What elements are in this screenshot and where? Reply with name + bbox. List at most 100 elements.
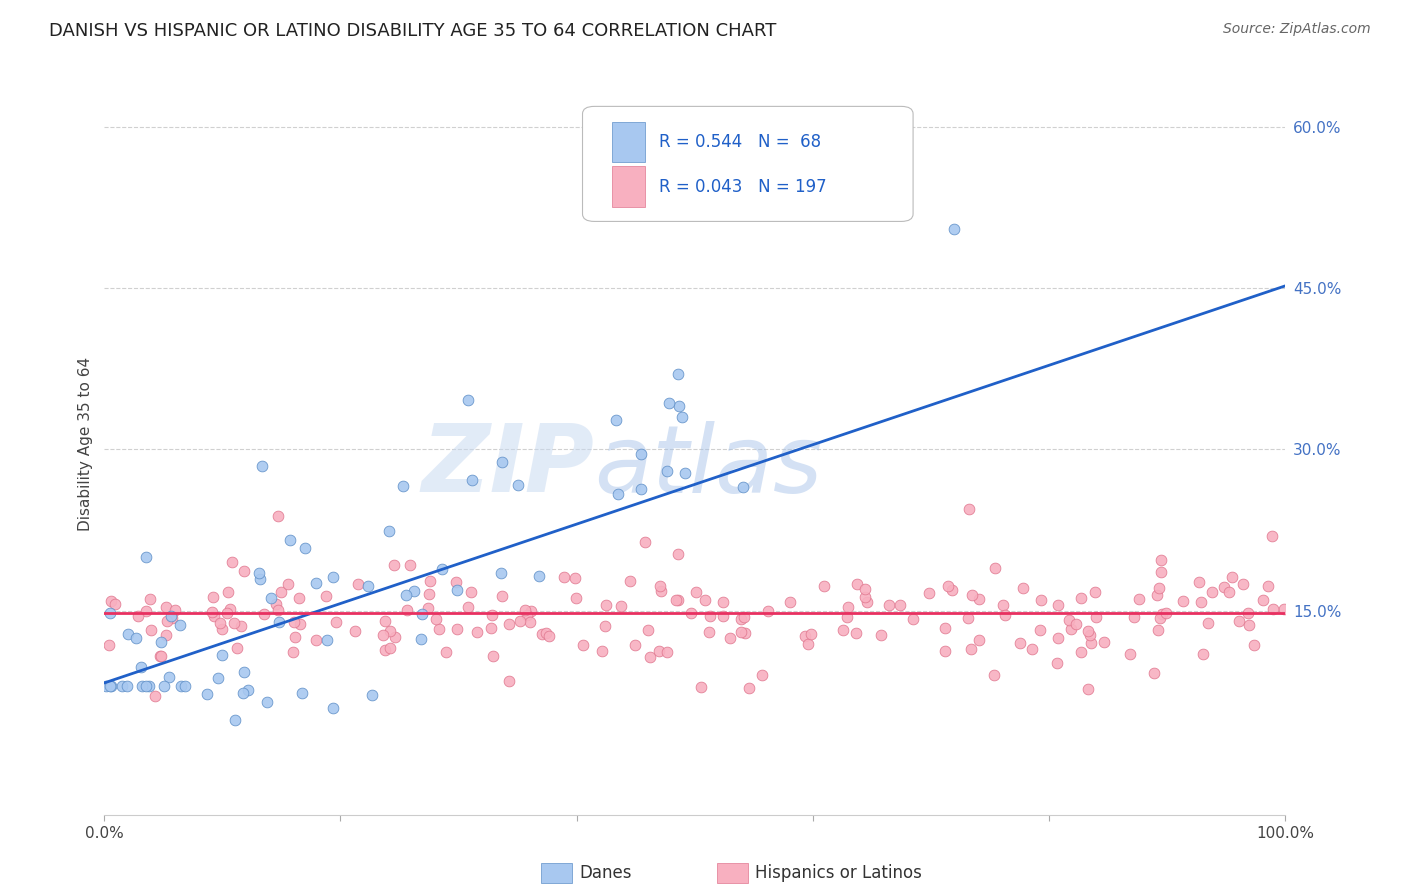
Point	[215, 607, 238, 621]
Point	[967, 632, 990, 647]
Point	[357, 579, 380, 593]
Point	[657, 464, 679, 478]
Point	[607, 487, 630, 501]
Point	[98, 638, 121, 652]
Point	[111, 679, 134, 693]
Point	[156, 614, 179, 628]
Point	[398, 558, 420, 572]
Point	[139, 591, 162, 606]
Point	[733, 480, 755, 494]
Point	[252, 607, 274, 622]
Point	[460, 585, 482, 599]
Point	[315, 589, 337, 603]
Point	[207, 671, 229, 685]
Point	[730, 624, 752, 639]
Point	[1078, 628, 1101, 642]
Point	[395, 588, 418, 602]
Point	[224, 615, 246, 630]
Point	[461, 473, 484, 487]
Point	[689, 680, 711, 694]
Point	[267, 509, 290, 524]
Point	[1077, 624, 1099, 638]
Point	[648, 644, 671, 658]
Point	[361, 688, 384, 702]
Point	[378, 640, 401, 655]
Point	[498, 617, 520, 632]
Point	[1251, 592, 1274, 607]
Point	[115, 679, 138, 693]
Point	[730, 612, 752, 626]
Point	[1189, 595, 1212, 609]
Point	[444, 574, 467, 589]
Point	[531, 627, 554, 641]
Point	[1008, 636, 1031, 650]
Point	[1128, 591, 1150, 606]
Point	[135, 604, 157, 618]
Point	[384, 631, 406, 645]
Point	[779, 595, 801, 609]
Point	[938, 578, 960, 592]
Point	[1156, 607, 1178, 621]
Point	[96, 679, 118, 693]
Point	[269, 615, 291, 629]
Point	[343, 624, 366, 639]
Point	[129, 660, 152, 674]
Point	[266, 597, 288, 611]
Point	[983, 561, 1005, 575]
Text: R = 0.544   N =  68: R = 0.544 N = 68	[659, 133, 821, 151]
Point	[374, 615, 396, 629]
Point	[224, 713, 246, 727]
Point	[1218, 585, 1240, 599]
Point	[1213, 580, 1236, 594]
Point	[1092, 634, 1115, 648]
Point	[481, 608, 503, 623]
Point	[153, 679, 176, 693]
Point	[519, 615, 541, 629]
Point	[256, 695, 278, 709]
Point	[1147, 624, 1170, 638]
Point	[658, 395, 681, 409]
Point	[378, 624, 401, 639]
Point	[1146, 588, 1168, 602]
Point	[564, 571, 586, 585]
Point	[288, 591, 311, 606]
Point	[1143, 665, 1166, 680]
Point	[832, 623, 855, 637]
Point	[1227, 614, 1250, 628]
Point	[1256, 579, 1278, 593]
Point	[411, 607, 433, 621]
Point	[170, 679, 193, 693]
Point	[711, 595, 734, 609]
Point	[267, 603, 290, 617]
Point	[934, 621, 956, 635]
Point	[202, 609, 225, 624]
Point	[322, 701, 344, 715]
Point	[1070, 591, 1092, 605]
Point	[434, 645, 457, 659]
Point	[169, 617, 191, 632]
Text: atlas: atlas	[595, 421, 823, 512]
Point	[941, 583, 963, 598]
Point	[117, 626, 139, 640]
Point	[846, 577, 869, 591]
Point	[991, 598, 1014, 612]
Point	[794, 629, 817, 643]
Point	[218, 601, 240, 615]
Point	[1201, 584, 1223, 599]
Point	[666, 592, 689, 607]
Text: Hispanics or Latinos: Hispanics or Latinos	[755, 864, 922, 882]
Point	[856, 595, 879, 609]
Point	[609, 599, 631, 613]
Point	[509, 615, 531, 629]
Point	[402, 584, 425, 599]
Point	[1047, 598, 1070, 612]
Text: R = 0.043   N = 197: R = 0.043 N = 197	[659, 178, 827, 195]
Point	[382, 558, 405, 573]
Point	[520, 604, 543, 618]
Point	[934, 644, 956, 658]
Point	[572, 638, 595, 652]
Point	[619, 574, 641, 589]
Point	[666, 367, 689, 381]
Point	[1150, 565, 1173, 579]
Point	[565, 591, 588, 606]
